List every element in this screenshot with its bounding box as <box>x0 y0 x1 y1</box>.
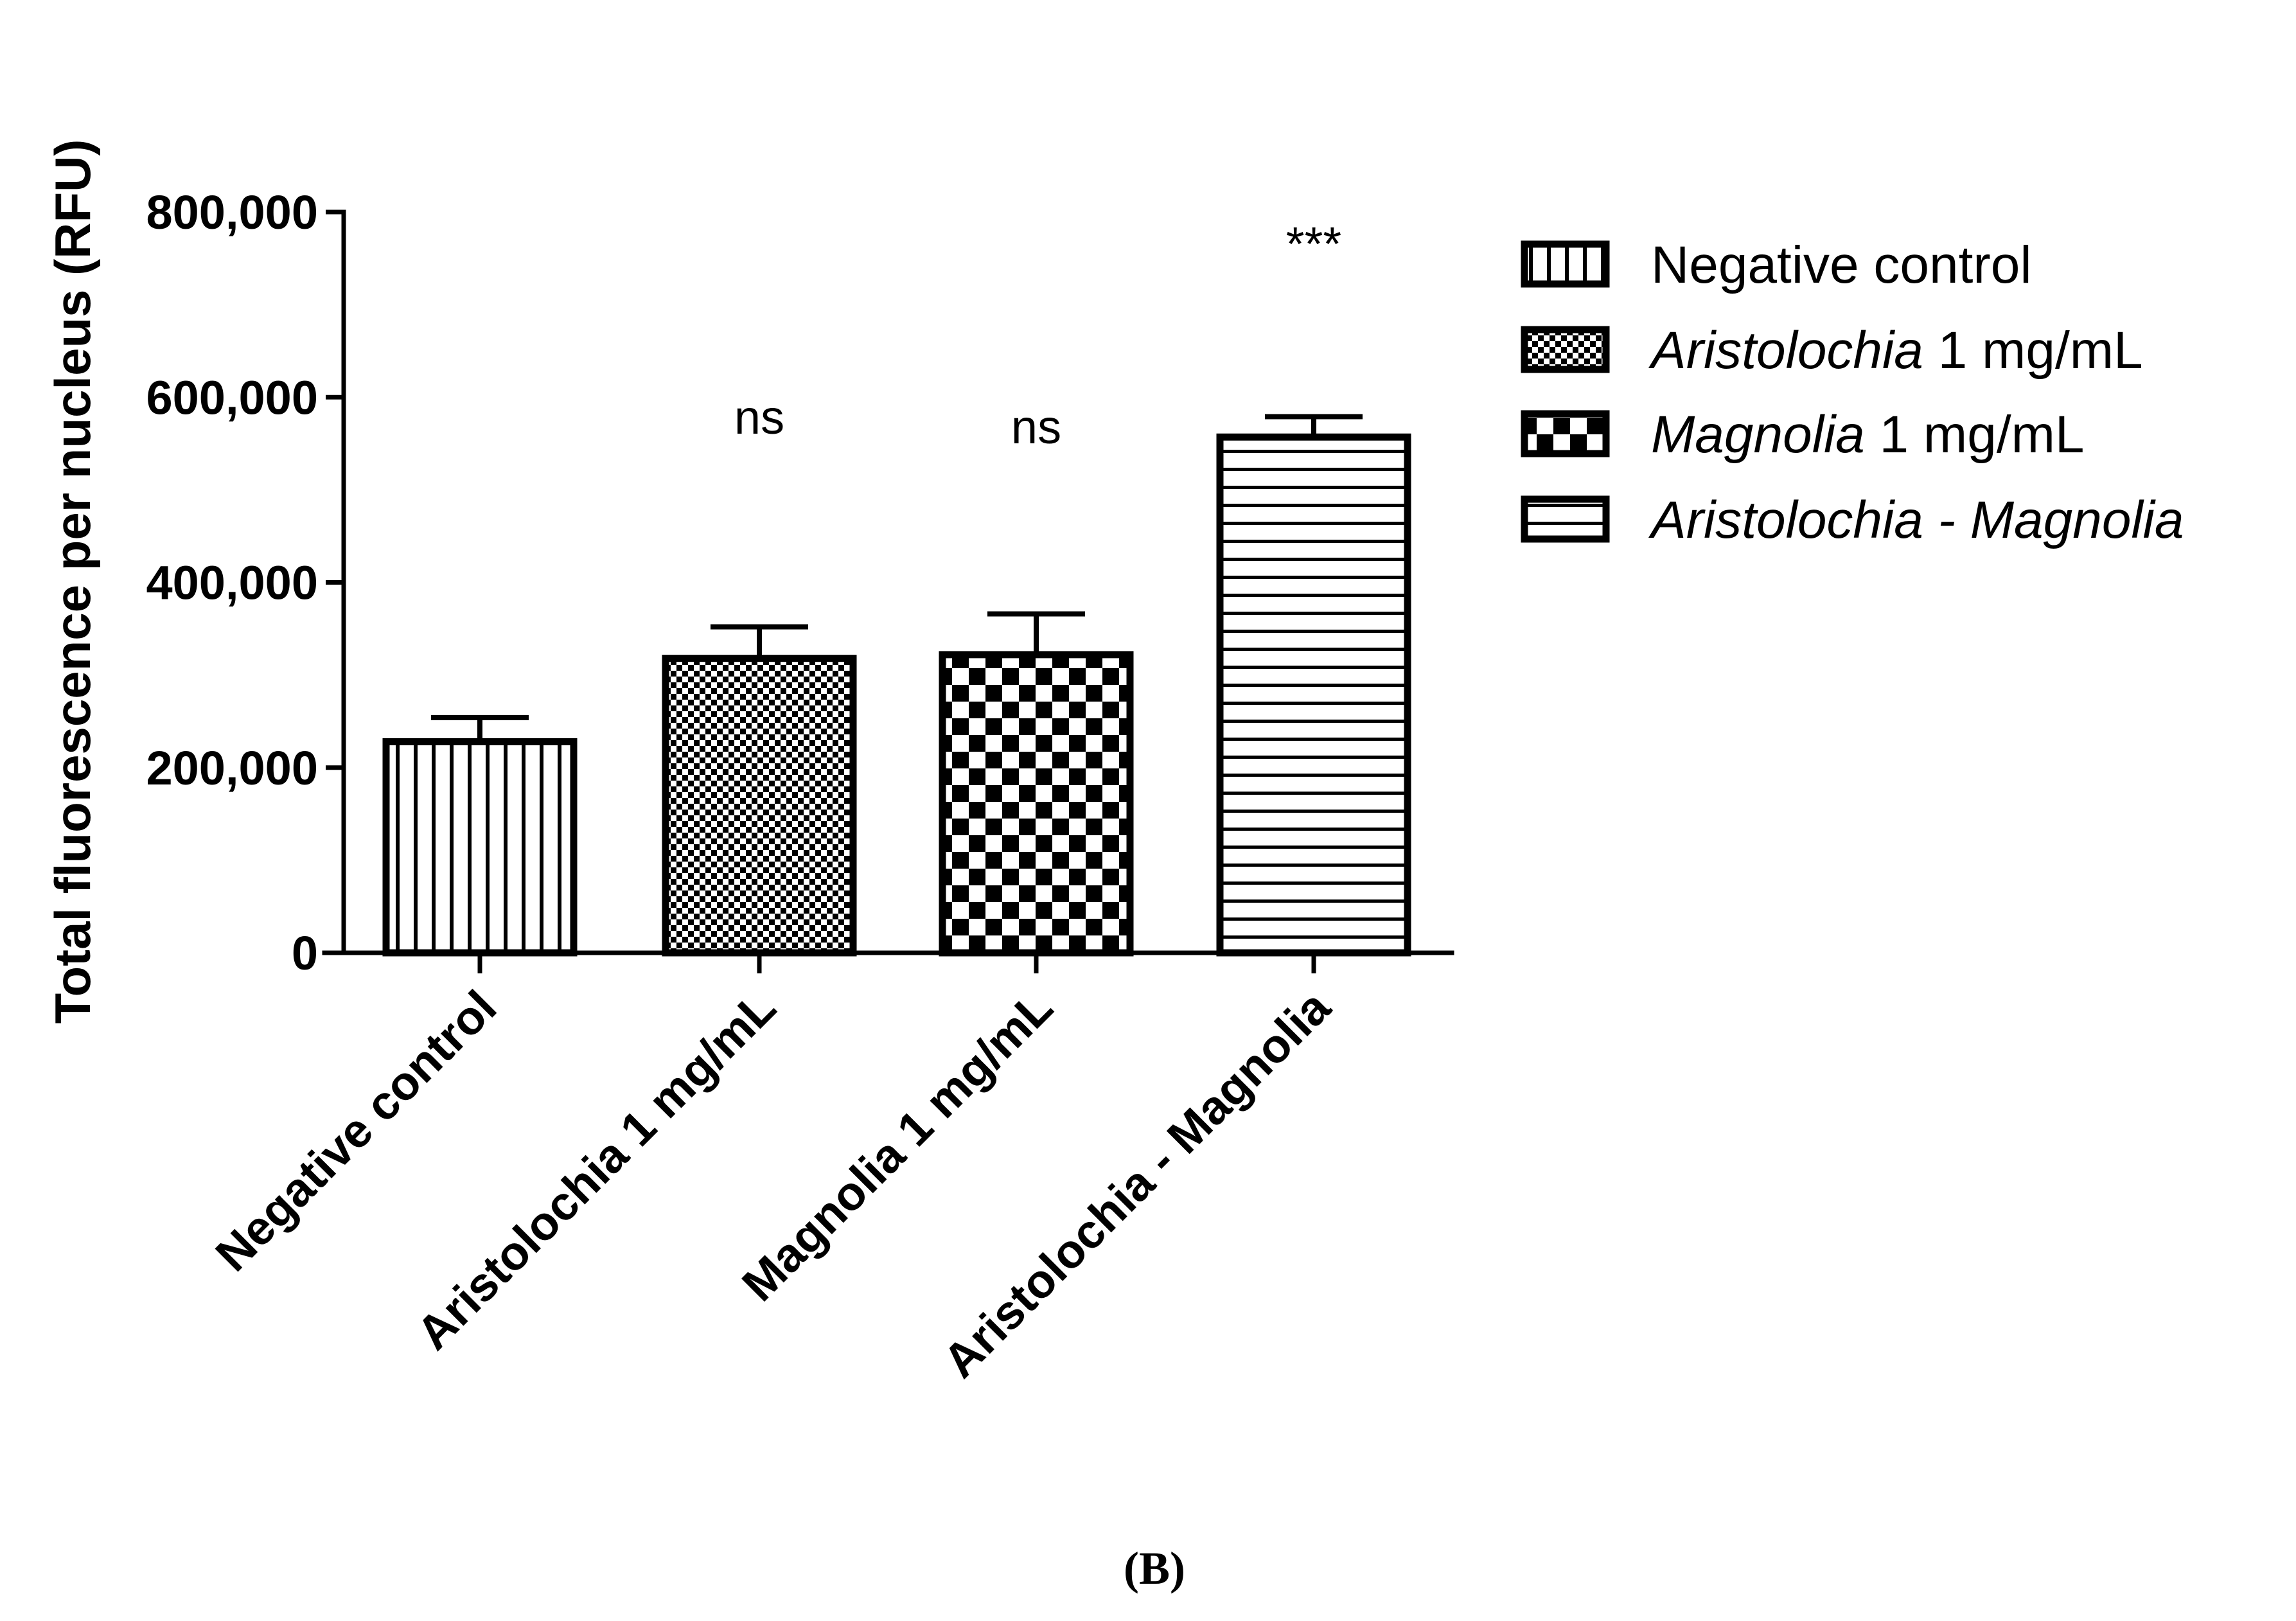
figure-caption: (B) <box>1124 1543 1185 1594</box>
significance-label: *** <box>1286 217 1341 270</box>
significance-labels: ns ns *** <box>734 217 1341 454</box>
legend-label-text: 1 mg/mL <box>1923 321 2143 380</box>
bar-3 <box>939 651 1134 957</box>
legend-label: Magnolia 1 mg/mL <box>1651 405 2085 464</box>
legend-label-text: Negative control <box>1651 236 2032 294</box>
legend-label-italic: Aristolochia - Magnolia <box>1648 491 2184 549</box>
bar-2 <box>662 655 857 957</box>
y-axis-ticks: 0 200,000 400,000 600,000 800,000 <box>146 186 344 980</box>
bar-1 <box>382 738 578 957</box>
y-tick-label: 800,000 <box>146 186 319 239</box>
legend-label: Negative control <box>1651 236 2032 294</box>
x-tick-label: Magnolia 1 mg/mL <box>732 980 1063 1311</box>
legend-label-italic: Magnolia <box>1651 405 1865 464</box>
legend-label-italic: Aristolochia <box>1648 321 1923 380</box>
bar-4 <box>1216 433 1411 957</box>
x-tick-label: Negative control <box>206 980 507 1282</box>
error-bars-group <box>431 414 1363 739</box>
y-tick-label: 400,000 <box>146 556 319 610</box>
y-axis-title: Total fluorescence per nucleus (RFU) <box>44 139 101 1024</box>
y-tick-label: 0 <box>292 926 318 980</box>
bars-group <box>382 433 1411 957</box>
significance-label: ns <box>734 391 784 444</box>
legend-swatch <box>1521 240 1610 288</box>
y-tick-label: 600,000 <box>146 371 319 424</box>
legend-label-text: 1 mg/mL <box>1865 405 2085 464</box>
legend-label: Aristolochia - Magnolia <box>1648 491 2184 549</box>
y-tick-label: 200,000 <box>146 741 319 795</box>
legend-label: Aristolochia 1 mg/mL <box>1648 321 2143 380</box>
legend-swatch <box>1521 495 1610 543</box>
significance-label: ns <box>1011 400 1061 454</box>
legend-swatch <box>1521 326 1610 373</box>
legend-swatch <box>1521 410 1610 457</box>
